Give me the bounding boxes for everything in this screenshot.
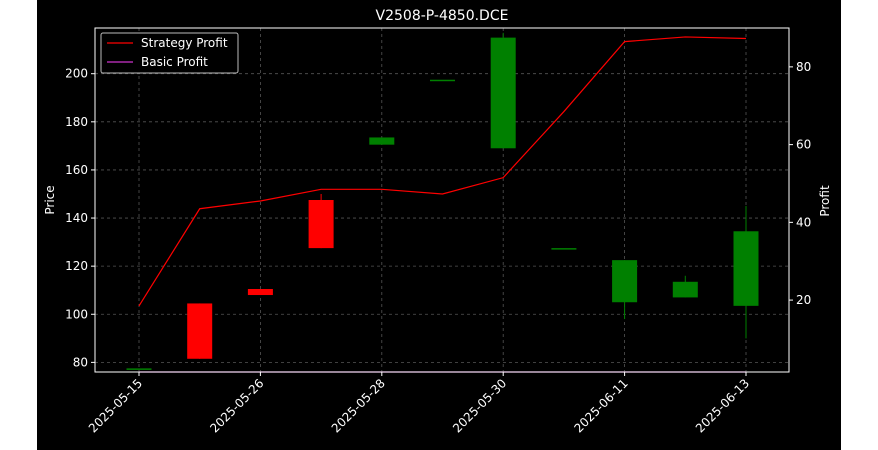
right-y-tick-label: 80 bbox=[796, 60, 811, 74]
left-y-tick-label: 120 bbox=[65, 259, 88, 273]
profit-lines bbox=[138, 36, 747, 373]
plot-area-border bbox=[94, 27, 790, 373]
candle-body bbox=[126, 368, 152, 370]
legend: Strategy Profit Basic Profit bbox=[100, 32, 239, 74]
candles bbox=[126, 32, 759, 370]
x-tick-label: 2025-06-13 bbox=[693, 376, 752, 435]
right-y-axis: 20 40 60 80 bbox=[789, 60, 811, 307]
left-y-tick-label: 140 bbox=[65, 211, 88, 225]
candle-body bbox=[187, 303, 213, 359]
left-y-tick-label: 180 bbox=[65, 115, 88, 129]
candle-body bbox=[672, 281, 698, 298]
candle-body bbox=[308, 200, 334, 249]
candle-body bbox=[369, 137, 395, 145]
right-y-tick-label: 20 bbox=[796, 293, 811, 307]
x-tick-label: 2025-05-30 bbox=[450, 376, 509, 435]
x-tick-label: 2025-05-26 bbox=[207, 376, 266, 435]
chart-title: V2508-P-4850.DCE bbox=[376, 8, 509, 24]
candle-body bbox=[612, 260, 638, 303]
x-tick-label: 2025-06-11 bbox=[572, 376, 631, 435]
candle-body bbox=[551, 248, 577, 250]
candle-body bbox=[490, 37, 516, 149]
legend-strategy-label: Strategy Profit bbox=[141, 36, 228, 50]
right-y-tick-label: 60 bbox=[796, 138, 811, 152]
x-tick-label: 2025-05-28 bbox=[329, 376, 388, 435]
right-y-axis-label: Profit bbox=[818, 185, 832, 217]
left-y-tick-label: 160 bbox=[65, 163, 88, 177]
x-tick-label: 2025-05-15 bbox=[86, 376, 145, 435]
candlestick-chart: V2508-P-4850.DCE 80 100 120 140 160 180 200 20… bbox=[43, 8, 832, 435]
left-y-tick-label: 200 bbox=[65, 67, 88, 81]
left-y-tick-label: 80 bbox=[73, 355, 88, 369]
candle-body bbox=[733, 231, 759, 306]
x-axis: 2025-05-15 2025-05-26 2025-05-28 2025-05-30… bbox=[86, 372, 752, 435]
strategy-profit-line bbox=[138, 36, 747, 307]
legend-basic-label: Basic Profit bbox=[141, 55, 208, 69]
candle-body bbox=[247, 289, 273, 296]
left-y-tick-label: 100 bbox=[65, 307, 88, 321]
right-y-tick-label: 40 bbox=[796, 215, 811, 229]
legend-box bbox=[100, 32, 239, 74]
candle-body bbox=[430, 79, 455, 82]
left-y-axis: 80 100 120 140 160 180 200 bbox=[65, 67, 95, 369]
left-y-axis-label: Price bbox=[43, 185, 57, 214]
chart-frame: V2508-P-4850.DCE 80 100 120 140 160 180 200 20… bbox=[37, 0, 841, 450]
